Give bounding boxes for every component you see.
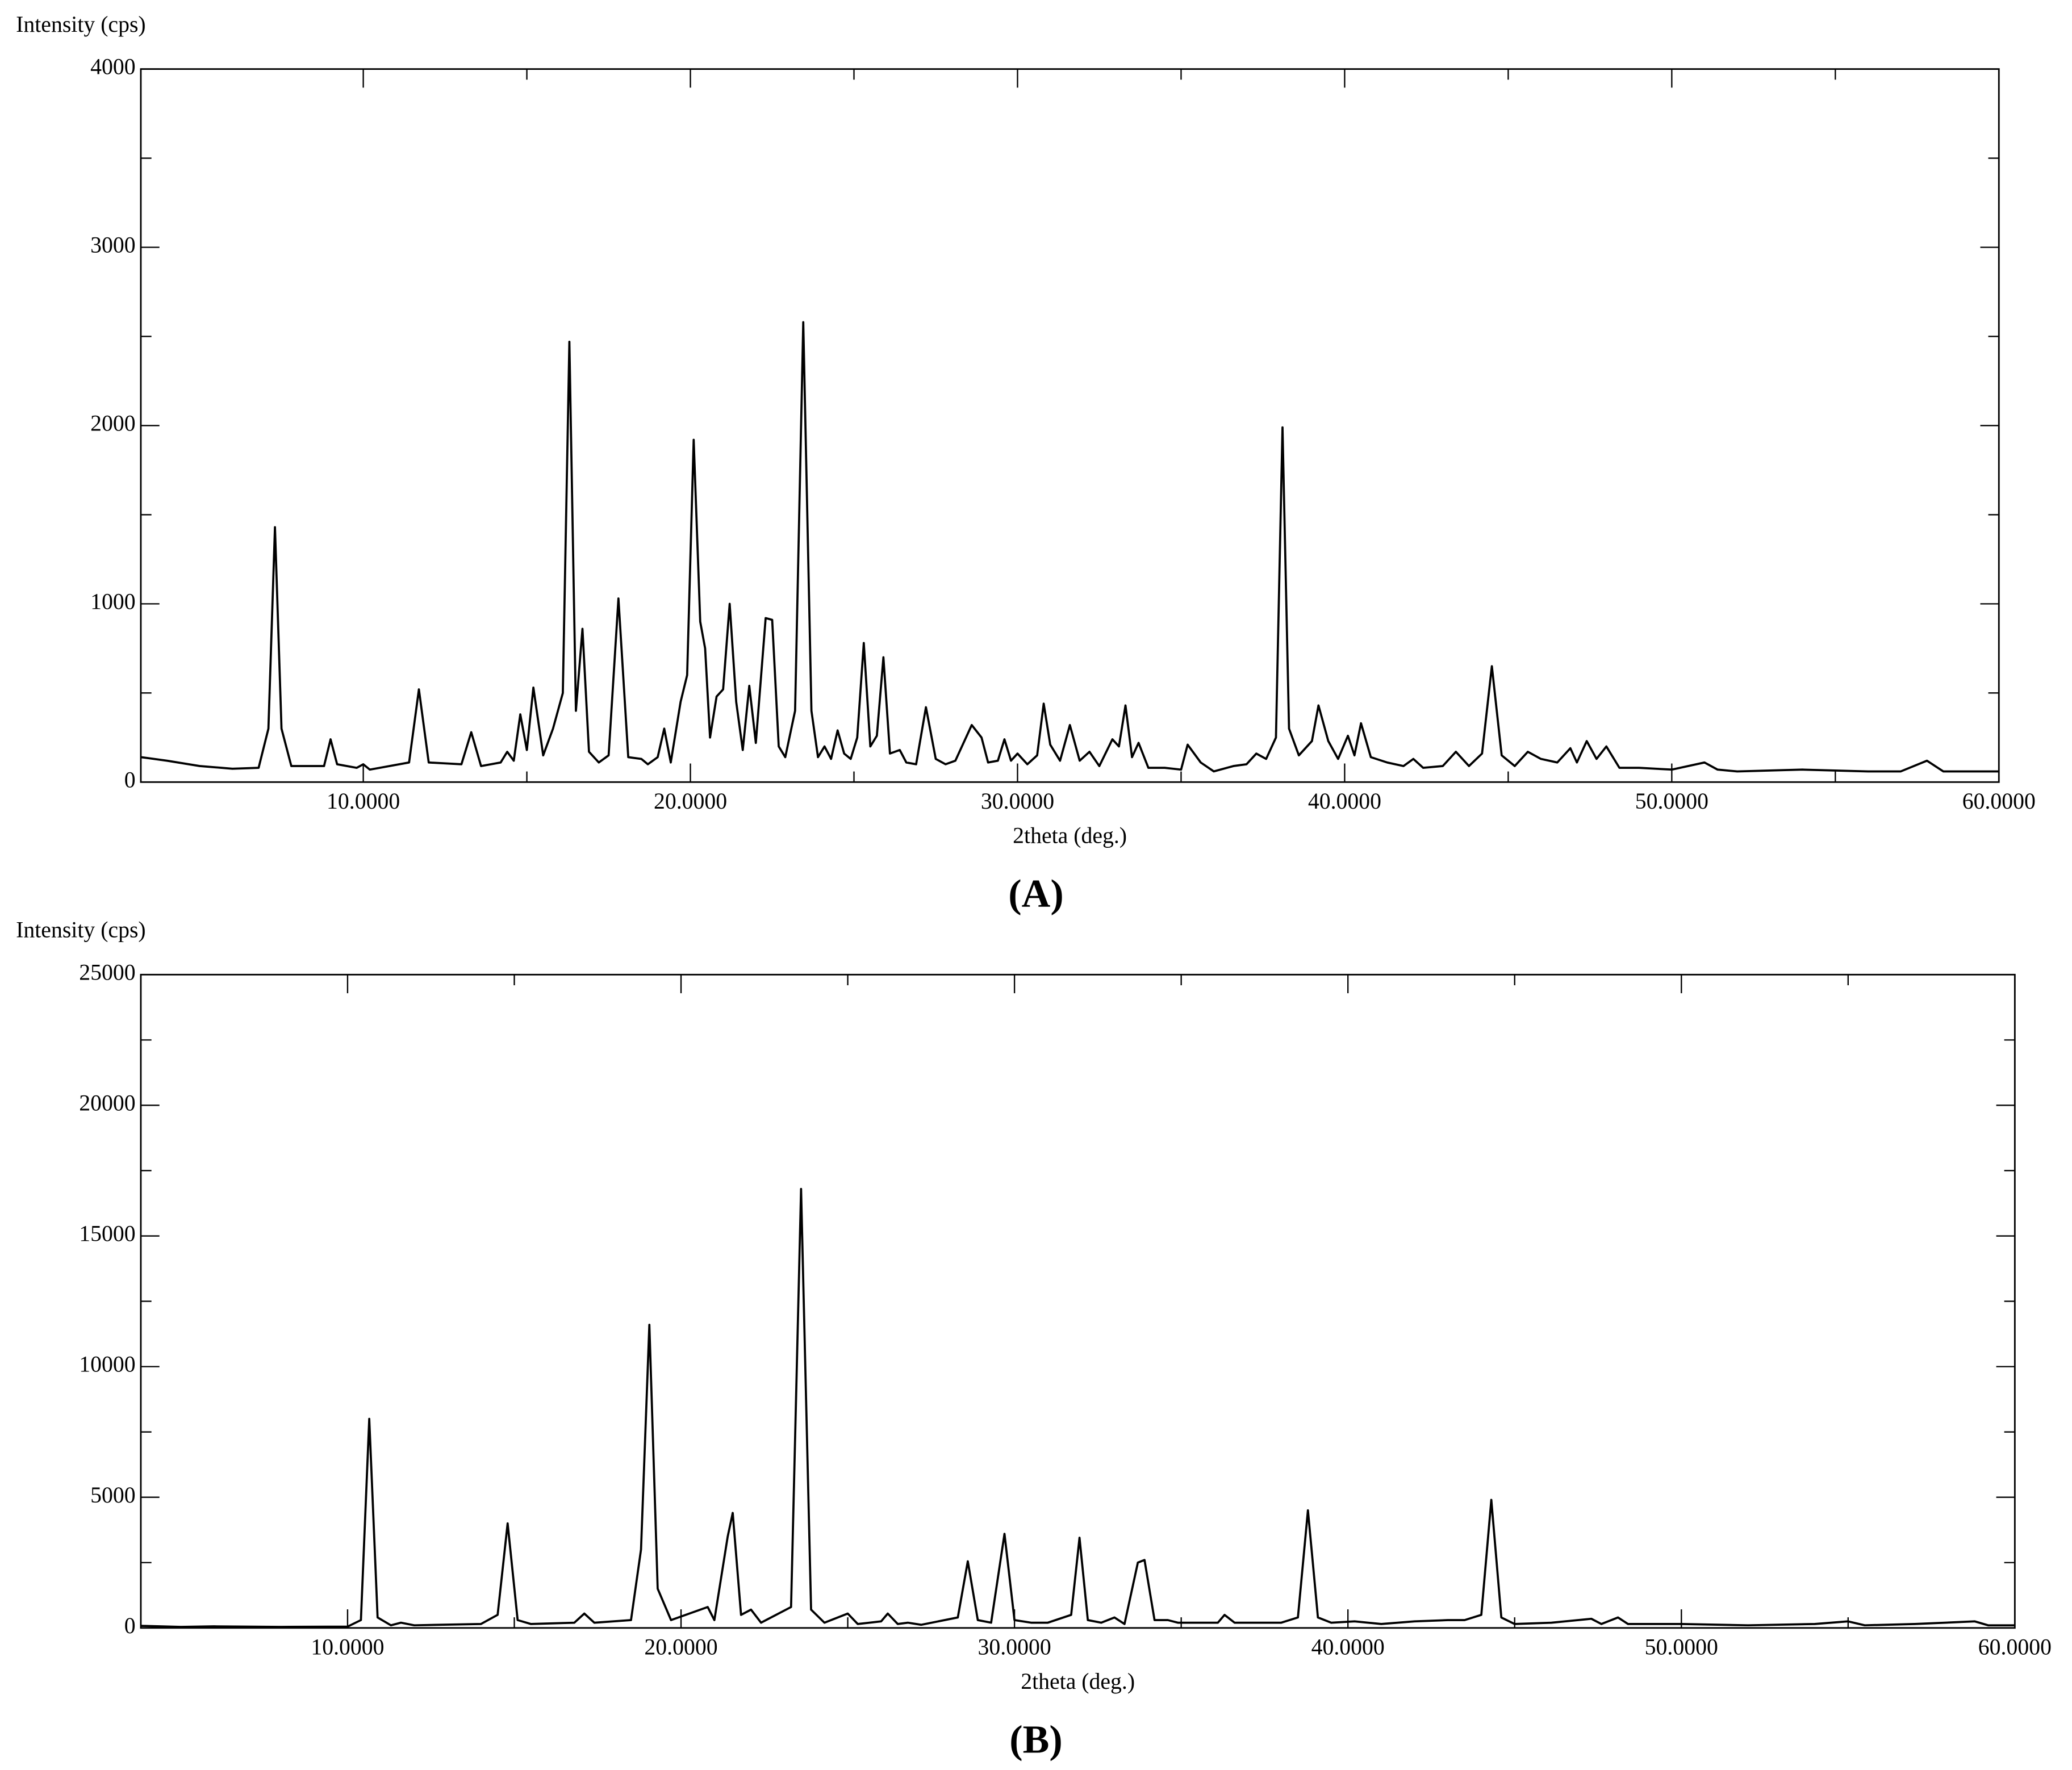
caption: (B) [1009,1717,1063,1761]
y-axis-label: Intensity (cps) [16,12,146,37]
x-axis-label: 2theta (deg.) [1013,823,1127,848]
y-tick-label: 4000 [90,55,136,79]
y-axis-label: Intensity (cps) [16,918,146,943]
x-tick-label: 50.0000 [1635,789,1708,814]
x-tick-label: 50.0000 [1645,1634,1718,1659]
y-tick-label: 0 [124,1613,136,1638]
x-tick-label: 40.0000 [1311,1634,1385,1659]
plot-frame [140,68,2000,783]
x-tick-label: 60.0000 [1962,789,2036,814]
plot-frame [140,973,2016,1629]
x-tick-label: 30.0000 [978,1634,1051,1659]
y-tick-label: 5000 [90,1483,136,1508]
pattern-line [140,321,1999,773]
y-tick-label: 25000 [79,960,135,985]
y-tick-label: 1000 [90,589,136,614]
x-tick-label: 10.0000 [311,1634,384,1659]
y-tick-label: 10000 [79,1352,135,1377]
pattern-line [140,1187,2015,1628]
x-tick-label: 20.0000 [644,1634,717,1659]
y-tick-label: 20000 [79,1091,135,1116]
x-axis-label: 2theta (deg.) [1021,1669,1135,1694]
y-tick-label: 0 [124,767,136,792]
x-tick-label: 10.0000 [327,789,400,814]
x-tick-label: 40.0000 [1308,789,1381,814]
y-tick-label: 15000 [79,1221,135,1246]
y-tick-label: 3000 [90,233,136,258]
y-tick-label: 2000 [90,411,136,436]
x-tick-label: 20.0000 [654,789,727,814]
caption: (A) [1008,872,1063,916]
x-tick-label: 30.0000 [981,789,1054,814]
x-tick-label: 60.0000 [1978,1634,2052,1659]
